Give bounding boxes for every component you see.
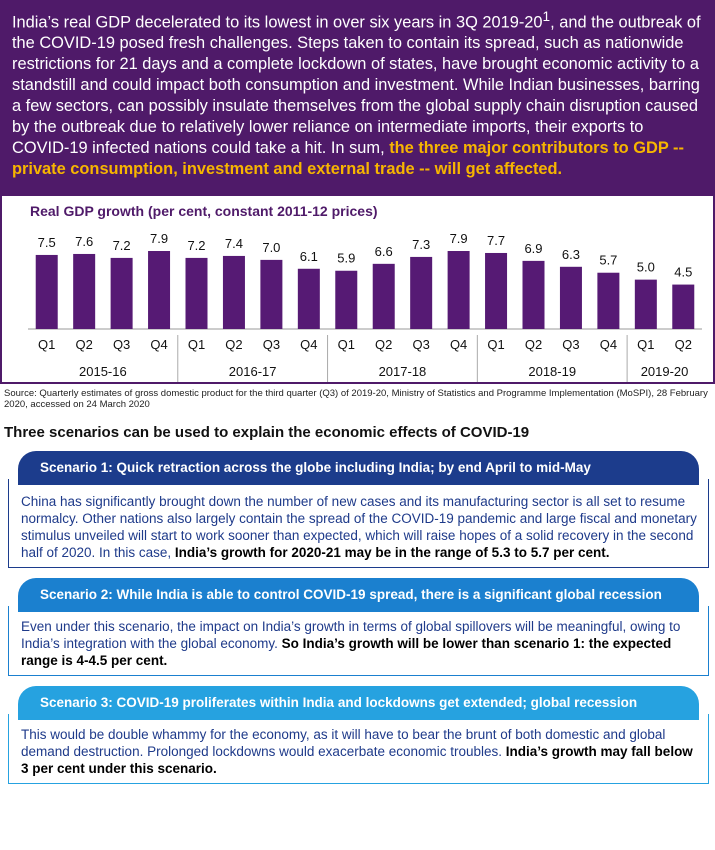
body-emphasis: India’s growth for 2020-21 may be in the… bbox=[174, 545, 610, 560]
data-label: 7.2 bbox=[113, 238, 131, 253]
x-tick-label: Q1 bbox=[487, 337, 504, 352]
scenario-body: China has significantly brought down the… bbox=[8, 479, 709, 568]
data-label: 7.0 bbox=[262, 240, 280, 255]
intro-text: India’s real GDP decelerated to its lowe… bbox=[12, 13, 543, 32]
x-tick-label: Q4 bbox=[450, 337, 467, 352]
bar bbox=[559, 266, 582, 329]
footnote-mark: 1 bbox=[542, 9, 551, 24]
body-emphasis: India’s growth may fall below 3 per cent… bbox=[21, 744, 693, 776]
data-label: 5.0 bbox=[637, 260, 655, 275]
data-label: 6.9 bbox=[524, 241, 542, 256]
scenario-body: Even under this scenario, the impact on … bbox=[8, 606, 709, 676]
scenario: Scenario 1: Quick retraction across the … bbox=[8, 451, 709, 568]
bar bbox=[522, 260, 545, 329]
bar bbox=[185, 257, 208, 329]
intro-text: , and the outbreak of the COVID-19 posed… bbox=[12, 13, 701, 158]
x-tick-label: Q3 bbox=[113, 337, 130, 352]
x-tick-label: Q2 bbox=[225, 337, 242, 352]
x-tick-label: Q1 bbox=[188, 337, 205, 352]
x-tick-label: Q1 bbox=[338, 337, 355, 352]
x-tick-label: Q4 bbox=[300, 337, 317, 352]
bar bbox=[73, 253, 96, 329]
chart-title: Real GDP growth (per cent, constant 2011… bbox=[30, 203, 378, 219]
data-label: 7.6 bbox=[75, 234, 93, 249]
bar bbox=[110, 257, 133, 329]
bar bbox=[222, 255, 245, 329]
bar bbox=[634, 279, 657, 329]
bar bbox=[672, 284, 695, 329]
data-label: 7.2 bbox=[187, 238, 205, 253]
x-tick-label: Q3 bbox=[562, 337, 579, 352]
bar bbox=[260, 259, 283, 329]
body-text: Even under this scenario, the impact on … bbox=[21, 619, 681, 651]
x-tick-label: Q3 bbox=[263, 337, 280, 352]
x-tick-label: Q4 bbox=[150, 337, 167, 352]
section-heading: Three scenarios can be used to explain t… bbox=[4, 424, 530, 441]
data-label: 7.3 bbox=[412, 237, 430, 252]
scenario-title: Scenario 1: Quick retraction across the … bbox=[18, 451, 699, 485]
bar bbox=[410, 256, 433, 329]
bar bbox=[372, 263, 395, 329]
group-label: 2019-20 bbox=[641, 364, 689, 379]
scenario-title: Scenario 2: While India is able to contr… bbox=[18, 578, 699, 612]
intro-panel: India’s real GDP decelerated to its lowe… bbox=[0, 0, 715, 196]
x-tick-label: Q2 bbox=[525, 337, 542, 352]
data-label: 7.5 bbox=[38, 235, 56, 250]
chart: Real GDP growth (per cent, constant 2011… bbox=[28, 203, 702, 385]
data-label: 7.9 bbox=[150, 231, 168, 246]
data-label: 7.9 bbox=[450, 231, 468, 246]
bar bbox=[335, 270, 358, 329]
x-tick-label: Q4 bbox=[600, 337, 617, 352]
group-label: 2015-16 bbox=[79, 364, 127, 379]
data-label: 4.5 bbox=[674, 265, 692, 280]
body-emphasis: So India’s growth will be lower than sce… bbox=[21, 636, 672, 668]
bar bbox=[485, 252, 508, 329]
x-tick-label: Q3 bbox=[412, 337, 429, 352]
group-label: 2017-18 bbox=[379, 364, 427, 379]
scenario: Scenario 2: While India is able to contr… bbox=[8, 578, 709, 676]
bar bbox=[447, 251, 470, 329]
group-label: 2018-19 bbox=[528, 364, 576, 379]
x-tick-label: Q2 bbox=[675, 337, 692, 352]
scenario-title: Scenario 3: COVID-19 proliferates within… bbox=[18, 686, 699, 720]
data-label: 6.6 bbox=[375, 244, 393, 259]
body-text: China has significantly brought down the… bbox=[21, 494, 697, 560]
x-tick-label: Q1 bbox=[38, 337, 55, 352]
x-tick-label: Q2 bbox=[375, 337, 392, 352]
bar bbox=[35, 254, 58, 329]
bar bbox=[297, 268, 320, 329]
x-tick-label: Q1 bbox=[637, 337, 654, 352]
intro-highlight: the three major contributors to GDP -- p… bbox=[12, 139, 684, 179]
data-label: 6.3 bbox=[562, 247, 580, 262]
scenario: Scenario 3: COVID-19 proliferates within… bbox=[8, 686, 709, 784]
data-label: 7.4 bbox=[225, 236, 243, 251]
x-tick-label: Q2 bbox=[75, 337, 92, 352]
bar bbox=[597, 272, 620, 329]
body-text: This would be double whammy for the econ… bbox=[21, 727, 666, 759]
data-label: 7.7 bbox=[487, 233, 505, 248]
data-label: 6.1 bbox=[300, 249, 318, 264]
group-label: 2016-17 bbox=[229, 364, 277, 379]
source-note: Source: Quarterly estimates of gross dom… bbox=[4, 388, 708, 410]
data-label: 5.9 bbox=[337, 251, 355, 266]
scenario-body: This would be double whammy for the econ… bbox=[8, 714, 709, 784]
bar bbox=[148, 251, 171, 329]
chart-panel: Real GDP growth (per cent, constant 2011… bbox=[0, 196, 715, 385]
data-label: 5.7 bbox=[599, 253, 617, 268]
